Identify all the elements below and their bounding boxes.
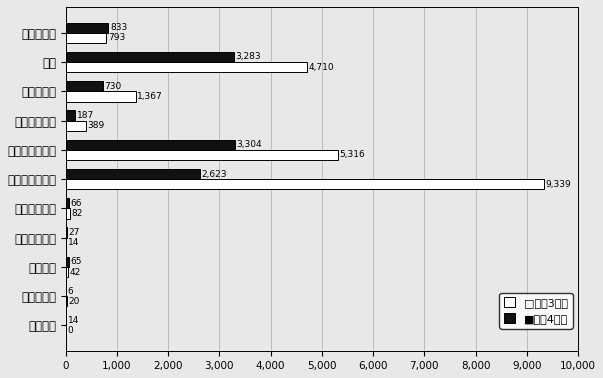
Text: 1,367: 1,367	[137, 92, 163, 101]
Text: 833: 833	[110, 23, 127, 32]
Bar	[66, 139, 235, 150]
Text: 20: 20	[68, 297, 80, 306]
Text: 66: 66	[71, 199, 82, 208]
Bar	[66, 121, 86, 131]
Bar	[66, 150, 338, 160]
Bar	[66, 267, 68, 277]
Text: 9,339: 9,339	[546, 180, 572, 189]
Text: 5,316: 5,316	[339, 150, 365, 160]
Bar	[66, 81, 103, 91]
Bar	[66, 23, 109, 33]
Bar	[66, 257, 69, 267]
Text: 2,623: 2,623	[201, 169, 227, 178]
Text: 389: 389	[87, 121, 104, 130]
Legend: □令和3年度, ■令和4年度: □令和3年度, ■令和4年度	[499, 293, 572, 328]
Bar	[66, 91, 136, 102]
Bar	[66, 169, 200, 179]
Text: 82: 82	[71, 209, 83, 218]
Text: 3,283: 3,283	[235, 53, 261, 62]
Text: 793: 793	[108, 34, 125, 42]
Bar	[66, 110, 75, 121]
Bar	[66, 208, 70, 218]
Text: 6: 6	[68, 287, 73, 296]
Bar	[66, 33, 106, 43]
Text: 187: 187	[77, 111, 94, 120]
Bar	[66, 62, 307, 72]
Text: 0: 0	[67, 326, 73, 335]
Bar	[66, 228, 67, 238]
Bar	[66, 296, 67, 307]
Bar	[66, 198, 69, 208]
Text: 65: 65	[71, 257, 82, 266]
Text: 27: 27	[69, 228, 80, 237]
Bar	[66, 179, 544, 189]
Text: 730: 730	[104, 82, 122, 91]
Bar	[66, 52, 234, 62]
Text: 42: 42	[69, 268, 81, 277]
Text: 14: 14	[68, 238, 80, 247]
Text: 14: 14	[68, 316, 80, 325]
Text: 4,710: 4,710	[309, 63, 334, 72]
Text: 3,304: 3,304	[236, 140, 262, 149]
